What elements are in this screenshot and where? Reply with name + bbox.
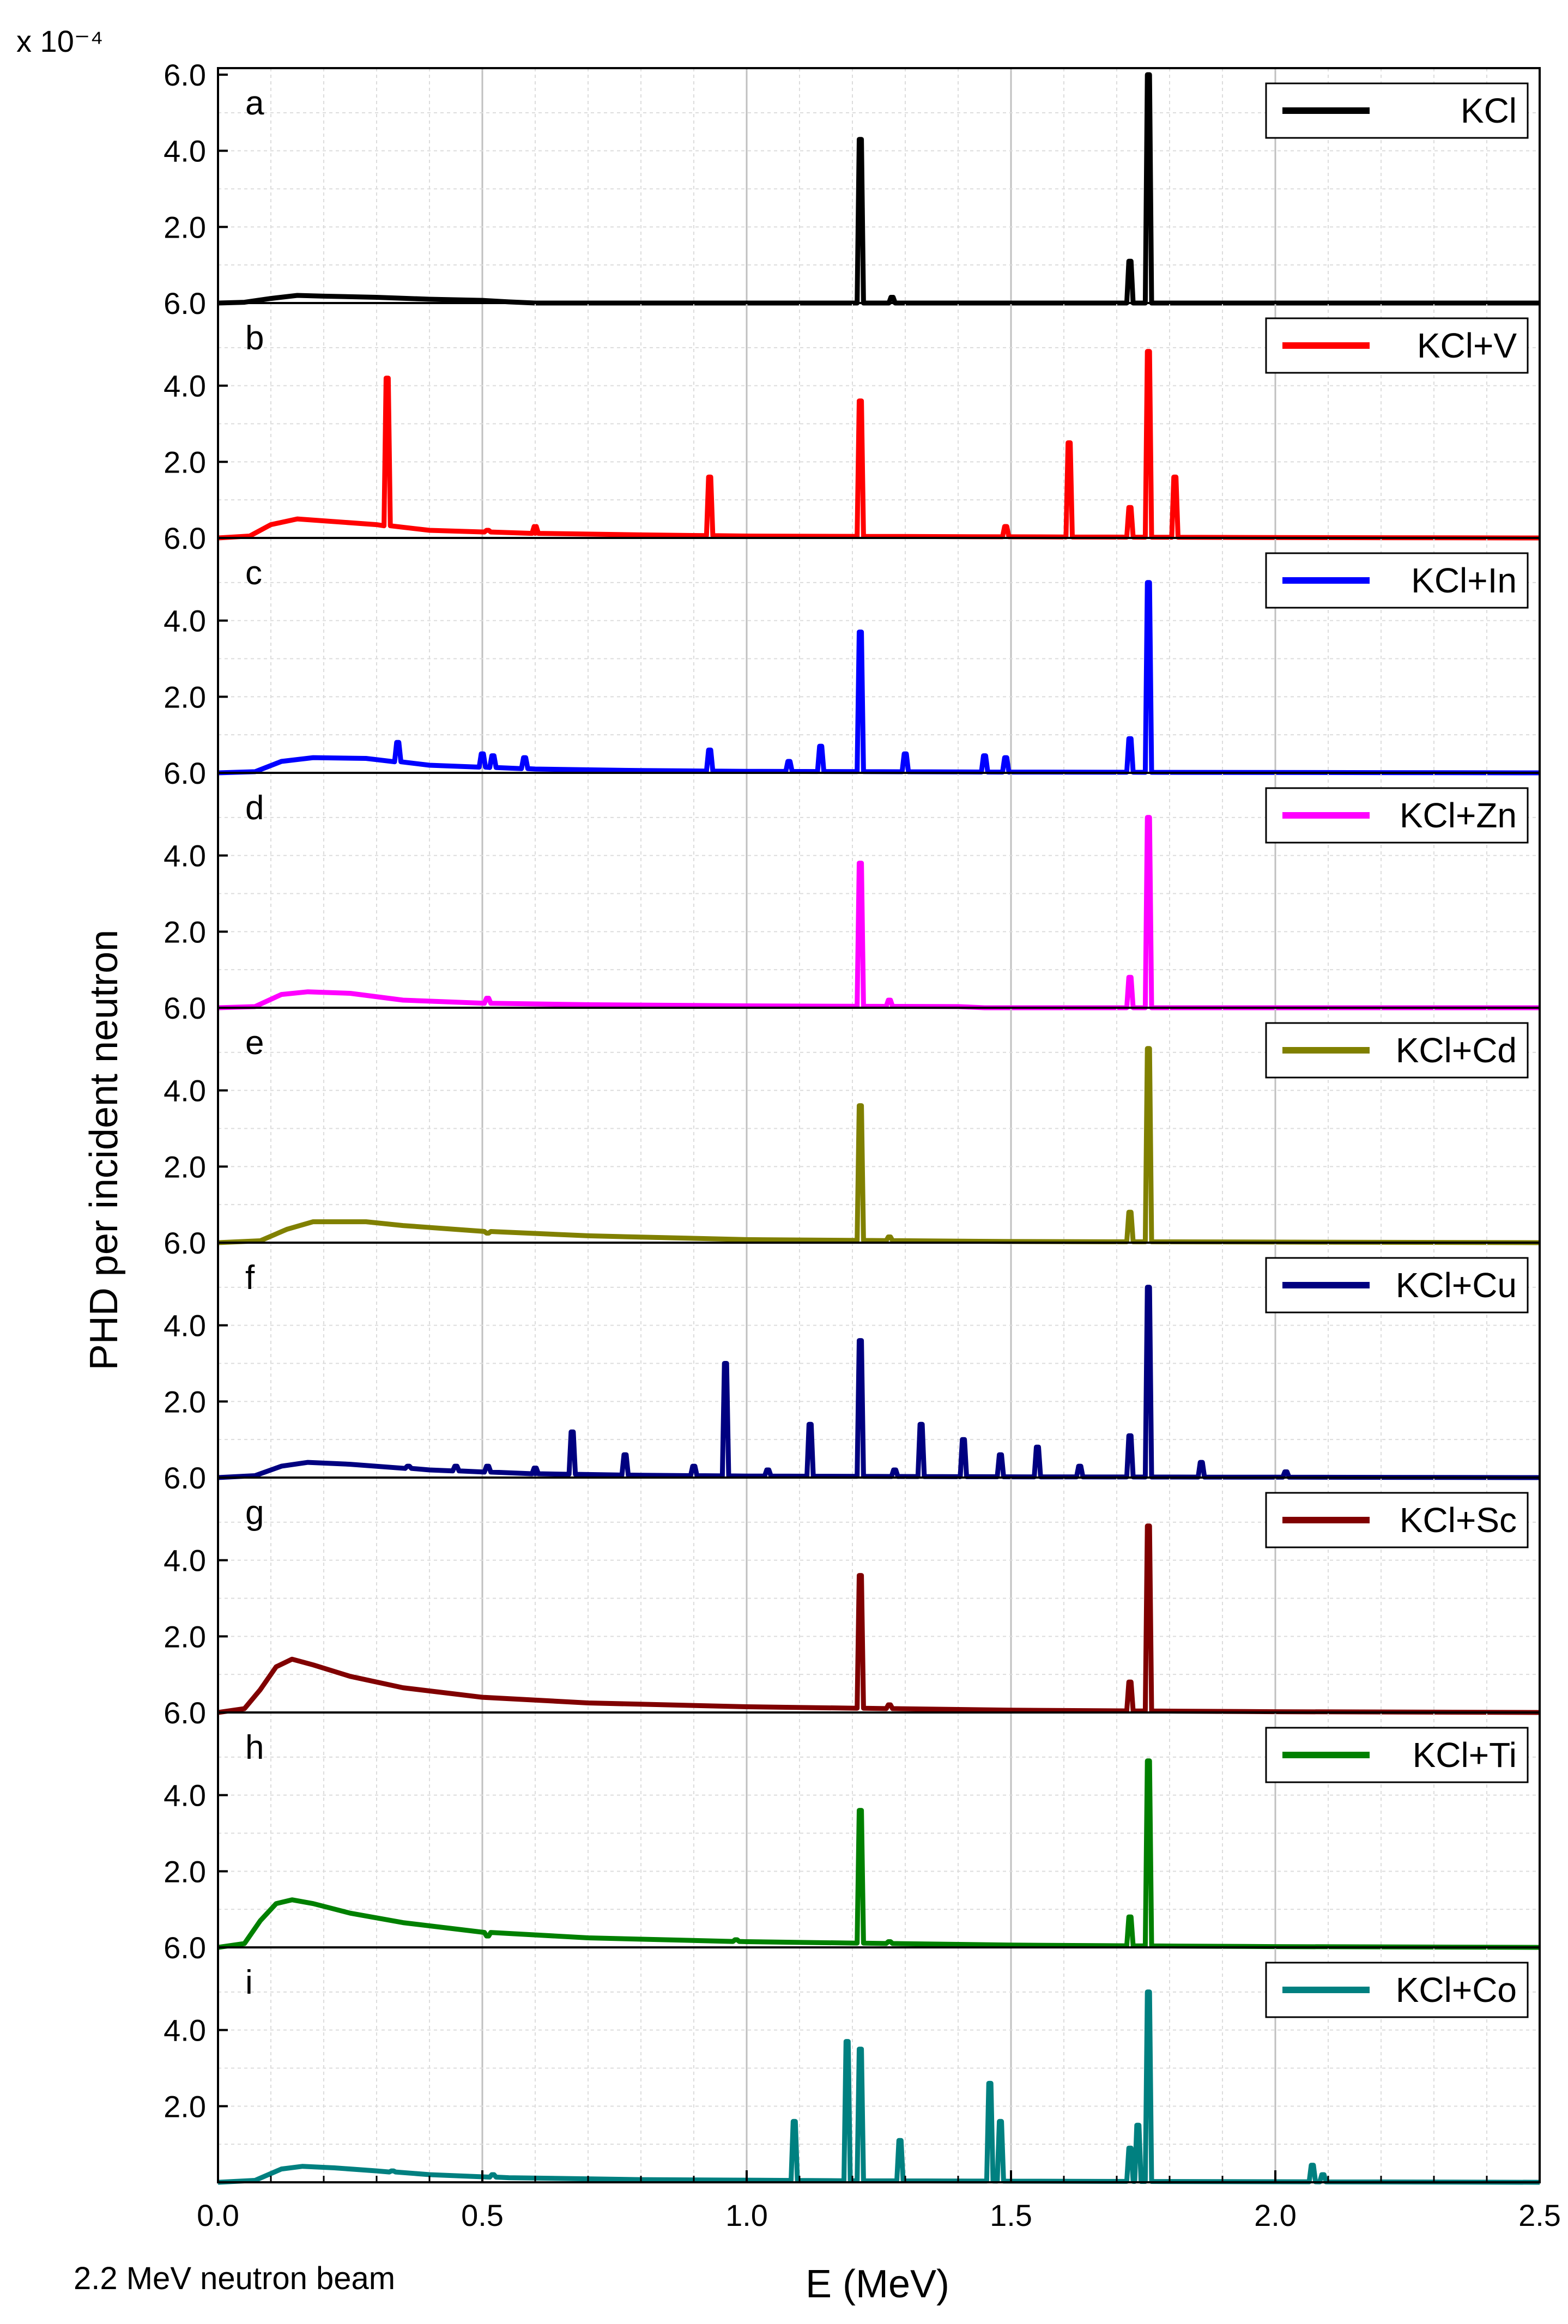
legend: KCl+Zn [1265, 787, 1529, 844]
panel-i: 4.0 2.0 i KCl+Co [164, 1946, 1541, 2185]
y-tick-label: 4.0 [164, 604, 206, 638]
panel-letter: c [245, 554, 262, 592]
beam-note: 2.2 MeV neutron beam [74, 2261, 395, 2296]
panel-letter: b [245, 319, 264, 357]
y-scale-multiplier-text: x 10⁻⁴ [16, 24, 103, 58]
legend-label: KCl+Zn [1400, 796, 1517, 835]
panel-frame [217, 1946, 1541, 2183]
legend: KCl+V [1265, 317, 1529, 374]
y-tick-label: 2.0 [164, 1149, 206, 1184]
y-tick-label: 2.0 [164, 210, 206, 244]
x-tick-label: 1.5 [990, 2198, 1032, 2232]
panel-b: 4.0 2.0 6.0 b KCl+V [164, 302, 1541, 555]
panel-a: 6.0 4.0 2.0 6.0 a KCl [164, 58, 1541, 320]
panel-g: 4.0 2.0 6.0 g KCl+Sc [164, 1476, 1541, 1730]
legend-label: KCl+V [1417, 326, 1517, 365]
legend: KCl+Ti [1265, 1727, 1529, 1783]
x-tick-label: 0.0 [197, 2198, 239, 2232]
y-tick-label: 4.0 [164, 1074, 206, 1108]
x-tick-label: 2.5 [1518, 2198, 1561, 2232]
y-tick-label: 6.0 [164, 286, 206, 320]
legend-label: KCl+Ti [1413, 1735, 1517, 1775]
panel-letter: e [245, 1024, 264, 1062]
x-tick-label: 0.5 [461, 2198, 504, 2232]
legend: KCl+Sc [1265, 1492, 1529, 1548]
x-tick-label: 2.0 [1254, 2198, 1297, 2232]
series-kcl-cu [217, 1285, 1540, 1480]
panel-e: 4.0 2.0 6.0 e KCl+Cd [164, 1007, 1541, 1260]
y-tick-label: 6.0 [164, 1696, 206, 1730]
legend-box [1265, 1727, 1529, 1783]
legend-label: KCl+In [1411, 561, 1517, 600]
y-tick-label: 2.0 [164, 2089, 206, 2123]
panel-grid [218, 68, 1540, 303]
series-kcl-v [217, 349, 1540, 541]
y-tick-label: 6.0 [164, 1461, 206, 1495]
y-tick-label: 6.0 [164, 756, 206, 790]
y-tick-label: 2.0 [164, 1619, 206, 1654]
y-tick-label: 4.0 [164, 839, 206, 873]
y-tick-label: 4.0 [164, 1778, 206, 1813]
legend: KCl+Co [1265, 1962, 1529, 2018]
legend-label: KCl+Cd [1396, 1031, 1517, 1070]
y-tick-label: 2.0 [164, 445, 206, 479]
panel-letter: a [245, 84, 264, 122]
y-tick-label: 6.0 [164, 991, 206, 1025]
panel-c: 4.0 2.0 6.0 c KCl+In [164, 537, 1541, 790]
panel-letter: d [245, 789, 264, 827]
y-scale-multiplier: x 10⁻⁴ [16, 24, 103, 58]
panel-letter: f [245, 1259, 255, 1297]
legend-label: KCl+Co [1396, 1970, 1517, 2010]
y-axis-title: PHD per incident neutron [82, 930, 126, 1370]
series-kcl-sc [217, 1523, 1540, 1715]
series-kcl-zn [217, 815, 1540, 1010]
panel-letter: g [245, 1494, 264, 1532]
legend-label: KCl+Cu [1396, 1266, 1517, 1305]
x-axis: 0.0 0.5 1.0 1.5 2.0 2.5 [197, 2170, 1561, 2232]
y-tick-label: 4.0 [164, 1309, 206, 1343]
y-tick-label: 4.0 [164, 2013, 206, 2048]
x-axis-title: E (MeV) [806, 2262, 949, 2306]
y-tick-label: 6.0 [164, 1930, 206, 1965]
y-tick-label: 2.0 [164, 915, 206, 949]
y-tick-label: 2.0 [164, 1854, 206, 1889]
y-tick-label: 6.0 [164, 521, 206, 555]
x-tick-label: 1.0 [725, 2198, 768, 2232]
y-tick-label: 2.0 [164, 680, 206, 714]
panel-letter: i [245, 1964, 253, 2001]
legend: KCl+In [1265, 552, 1529, 609]
y-tick-label: 4.0 [164, 369, 206, 403]
legend-label: KCl+Sc [1400, 1500, 1517, 1540]
series-kcl-in [217, 580, 1540, 776]
legend: KCl+Cd [1265, 1022, 1529, 1079]
legend: KCl [1265, 82, 1529, 139]
y-tick-label: 2.0 [164, 1384, 206, 1419]
y-tick-label: 6.0 [164, 1226, 206, 1260]
legend-label: KCl [1461, 91, 1517, 130]
panel-grid [218, 1947, 1540, 2182]
panel-f: 4.0 2.0 6.0 f KCl+Cu [164, 1242, 1541, 1495]
panel-h: 4.0 2.0 6.0 h KCl+Ti [164, 1711, 1541, 1965]
panel-grid [218, 1712, 1540, 1947]
y-tick-label: 4.0 [164, 134, 206, 168]
y-tick-label: 4.0 [164, 1544, 206, 1578]
panel-letter: h [245, 1729, 264, 1766]
y-tick-label: 6.0 [164, 58, 206, 92]
series-kcl-ti [217, 1758, 1540, 1950]
legend: KCl+Cu [1265, 1257, 1529, 1314]
panel-d: 4.0 2.0 6.0 d KCl+Zn [164, 772, 1541, 1025]
series-kcl-co [217, 1989, 1540, 2185]
